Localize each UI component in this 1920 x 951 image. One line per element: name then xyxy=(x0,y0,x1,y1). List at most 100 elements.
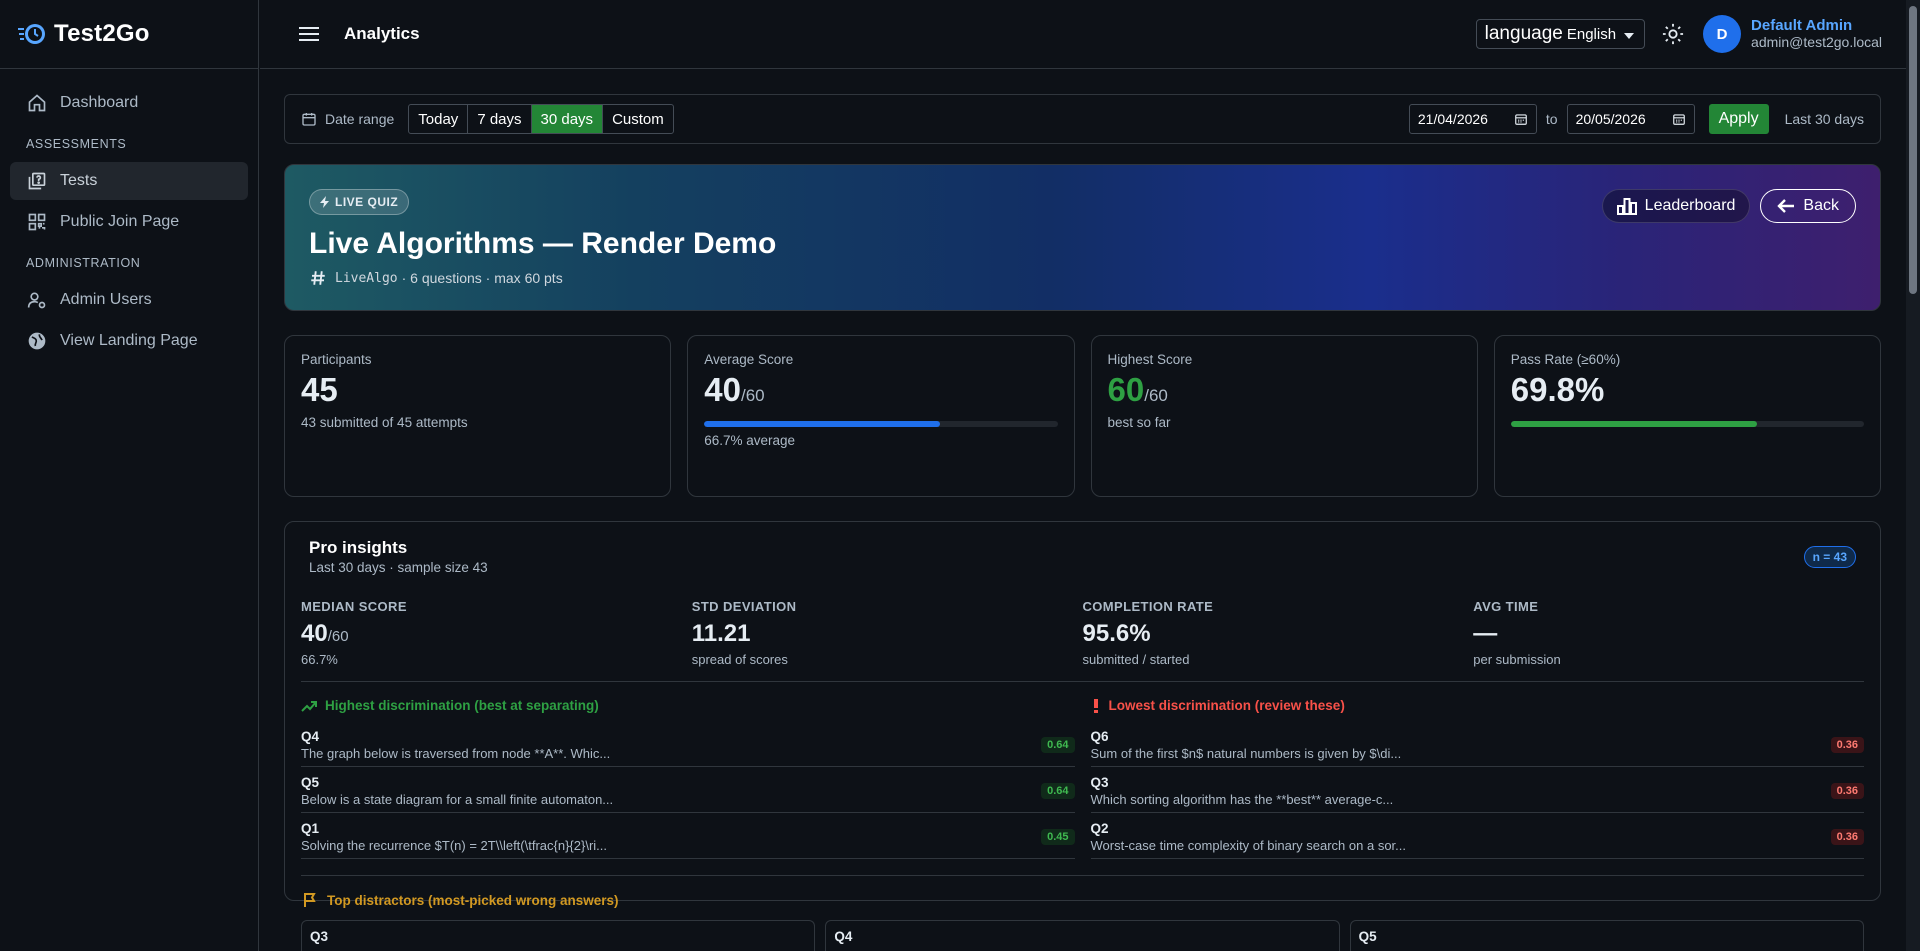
main-content: Date range Today 7 days 30 days Custom 2… xyxy=(284,94,1881,951)
average-progress-fill xyxy=(704,421,940,427)
to-label: to xyxy=(1545,111,1558,127)
distractor-card[interactable]: Q5 xyxy=(1349,920,1864,951)
language-value: English xyxy=(1566,25,1617,43)
discrimination-value: 0.45 xyxy=(1041,828,1075,845)
language-label: language xyxy=(1484,23,1563,44)
list-item[interactable]: Q6 Sum of the first $n$ natural numbers i… xyxy=(1090,721,1864,767)
range-custom-button[interactable]: Custom xyxy=(612,110,664,128)
stat-sub: 66.7% average xyxy=(704,433,796,448)
quiz-meta-text: · 6 questions · max 60 pts xyxy=(401,270,563,286)
metric-completion-rate: COMPLETION RATE 95.6% submitted / starte… xyxy=(1083,599,1474,667)
range-30days-button[interactable]: 30 days xyxy=(531,105,604,133)
stat-label: Pass Rate (≥60%) xyxy=(1510,352,1621,367)
question-text: Below is a state diagram for a small fin… xyxy=(301,791,614,807)
metric-value: 11.21 xyxy=(691,620,751,647)
brand[interactable]: Test2Go xyxy=(0,0,258,69)
page-scrollbar[interactable] xyxy=(1906,0,1920,951)
distractor-card[interactable]: Q3 xyxy=(301,920,816,951)
range-today-button[interactable]: Today xyxy=(409,105,469,133)
back-button[interactable]: Back xyxy=(1760,189,1856,223)
top-distractors-title: Top distractors (most-picked wrong answe… xyxy=(327,892,619,908)
discrimination-section: Highest discrimination (best at separati… xyxy=(301,698,1864,859)
flag-icon xyxy=(304,893,316,907)
caret-down-icon xyxy=(1624,26,1635,42)
sidebar-item-tests[interactable]: Tests xyxy=(10,162,248,200)
metric-value: — xyxy=(1473,620,1498,647)
active-range-label: Last 30 days xyxy=(1784,111,1864,127)
sidebar-item-label: Admin Users xyxy=(60,291,152,308)
metric-sub: submitted / started xyxy=(1082,652,1190,667)
hash-icon xyxy=(311,271,325,285)
date-from-input[interactable]: 21/04/2026 xyxy=(1408,104,1537,134)
stat-value: 69.8% xyxy=(1511,371,1864,409)
arrow-left-icon xyxy=(1777,199,1795,213)
discrimination-value: 0.36 xyxy=(1830,736,1864,753)
nav-section-administration: ADMINISTRATION xyxy=(26,256,141,270)
metric-value: 40/60 xyxy=(301,620,692,648)
stat-sub: 43 submitted of 45 attempts xyxy=(301,415,468,430)
calendar-icon xyxy=(302,113,316,126)
date-to-input[interactable]: 20/05/2026 xyxy=(1566,104,1695,134)
lowest-discrimination-title: Lowest discrimination (review these) xyxy=(1108,698,1345,713)
date-range-text: Date range xyxy=(325,111,395,127)
calendar-icon xyxy=(1672,114,1685,125)
question-text: Solving the recurrence $T(n) = 2T\\left(… xyxy=(301,837,608,853)
pass-progress-fill xyxy=(1510,421,1758,427)
list-item[interactable]: Q2 Worst-case time complexity of binary s… xyxy=(1090,813,1864,859)
insights-title: Pro insights xyxy=(309,538,408,557)
list-item[interactable]: Q1 Solving the recurrence $T(n) = 2T\\lef… xyxy=(301,813,1075,859)
list-item[interactable]: Q5 Below is a state diagram for a small f… xyxy=(301,767,1075,813)
hamburger-menu-icon[interactable] xyxy=(292,17,326,51)
question-text: Sum of the first $n$ natural numbers is … xyxy=(1090,745,1402,761)
divider xyxy=(301,875,1864,876)
leaderboard-button[interactable]: Leaderboard xyxy=(1601,189,1751,223)
insights-subtitle: Last 30 days · sample size 43 xyxy=(309,560,488,575)
sidebar-item-landing[interactable]: View Landing Page xyxy=(10,322,248,360)
header-right: language English D Default Admin admin@t… xyxy=(1475,15,1882,53)
stat-sub: best so far xyxy=(1107,415,1171,430)
language-select[interactable]: language English xyxy=(1475,19,1646,49)
stat-value-number: 60 xyxy=(1107,371,1145,408)
stat-value-max: /60 xyxy=(740,386,765,405)
calendar-icon xyxy=(1515,114,1527,125)
metric-std-deviation: STD DEVIATION 11.21 spread of scores xyxy=(692,599,1083,667)
sidebar-item-label: Public Join Page xyxy=(60,213,180,230)
question-id: Q2 xyxy=(1090,820,1109,836)
metric-median: MEDIAN SCORE 40/60 66.7% xyxy=(301,599,692,667)
distractor-card[interactable]: Q4 xyxy=(825,920,1340,951)
highest-discrimination-header: Highest discrimination (best at separati… xyxy=(301,698,1075,713)
stat-label: Average Score xyxy=(704,352,794,367)
list-item[interactable]: Q4 The graph below is traversed from node… xyxy=(301,721,1075,767)
stat-label: Participants xyxy=(301,352,372,367)
metric-avg-time: AVG TIME — per submission xyxy=(1473,599,1864,667)
discrimination-value: 0.36 xyxy=(1830,828,1864,845)
page-title: Analytics xyxy=(344,24,420,43)
lowest-discrimination: Lowest discrimination (review these) Q6 S… xyxy=(1090,698,1864,859)
range-7days-button[interactable]: 7 days xyxy=(468,105,532,133)
stat-value-number: 69.8% xyxy=(1510,371,1605,408)
question-text: The graph below is traversed from node *… xyxy=(301,745,611,761)
sidebar-item-admin-users[interactable]: Admin Users xyxy=(10,281,248,319)
top-header: Analytics language English D Default Adm… xyxy=(260,0,1906,69)
stat-pass-rate: Pass Rate (≥60%) 69.8% xyxy=(1493,335,1881,497)
quiz-title: Live Algorithms — Render Demo xyxy=(309,227,777,260)
scrollbar-thumb[interactable] xyxy=(1909,6,1917,294)
theme-toggle-button[interactable] xyxy=(1657,18,1689,50)
quiz-hero: LIVE QUIZ Live Algorithms — Render Demo … xyxy=(284,164,1881,311)
user-name: Default Admin xyxy=(1751,17,1853,34)
question-id: Q6 xyxy=(1090,728,1109,744)
list-item[interactable]: Q3 Which sorting algorithm has the **best… xyxy=(1090,767,1864,813)
user-info[interactable]: Default Admin admin@test2go.local xyxy=(1751,17,1882,51)
avatar[interactable]: D xyxy=(1703,15,1742,53)
user-gear-icon xyxy=(26,289,48,311)
sidebar-item-dashboard[interactable]: Dashboard xyxy=(10,84,248,122)
quiz-icon xyxy=(26,170,48,192)
stat-label: Highest Score xyxy=(1107,352,1193,367)
apply-button[interactable]: Apply xyxy=(1708,104,1769,134)
user-email: admin@test2go.local xyxy=(1751,34,1882,50)
metric-label: COMPLETION RATE xyxy=(1082,599,1214,614)
date-from-value: 21/04/2026 xyxy=(1417,111,1488,127)
metric-value-number: 40 xyxy=(301,620,328,647)
stat-value: 60/60 xyxy=(1108,371,1461,409)
sidebar-item-public-join[interactable]: Public Join Page xyxy=(10,203,248,241)
